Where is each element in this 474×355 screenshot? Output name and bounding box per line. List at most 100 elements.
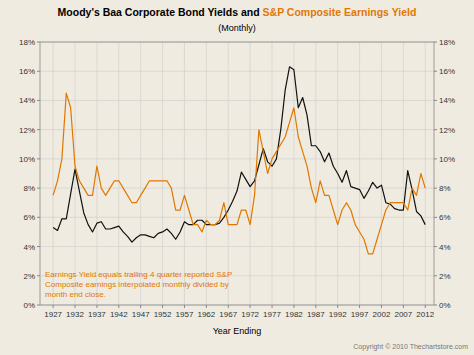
y-tick-label: 16% bbox=[19, 67, 35, 76]
y-tick bbox=[37, 129, 40, 130]
x-tick bbox=[359, 305, 360, 308]
x-tick bbox=[425, 305, 426, 308]
grid-line-x bbox=[96, 42, 97, 305]
copyright: Copyright © 2010 Thechartstore.com bbox=[353, 343, 468, 351]
x-tick bbox=[272, 305, 273, 308]
x-tick bbox=[337, 305, 338, 308]
grid-line-x bbox=[359, 42, 360, 305]
x-tick-label: 2002 bbox=[373, 310, 391, 319]
x-tick-label: 1987 bbox=[307, 310, 325, 319]
x-tick bbox=[184, 305, 185, 308]
grid-line-y bbox=[40, 158, 434, 159]
annotation-line: month end close. bbox=[45, 290, 106, 299]
annotation: Earnings Yield equals trailing 4 quarter… bbox=[45, 270, 232, 299]
grid-line-x bbox=[118, 42, 119, 305]
x-tick-label: 1982 bbox=[285, 310, 303, 319]
x-tick bbox=[162, 305, 163, 308]
grid-line-x bbox=[206, 42, 207, 305]
title-part: Moody's Baa Corporate Bond Yields and bbox=[58, 6, 263, 18]
grid bbox=[40, 42, 434, 305]
x-tick-label: 1992 bbox=[329, 310, 347, 319]
y-tick bbox=[37, 305, 40, 306]
y2-tick bbox=[434, 246, 437, 247]
x-tick bbox=[206, 305, 207, 308]
x-tick bbox=[118, 305, 119, 308]
y-tick-label: 0% bbox=[23, 301, 35, 310]
y-tick-label: 2% bbox=[23, 272, 35, 281]
grid-line-y bbox=[40, 129, 434, 130]
grid-line-x bbox=[403, 42, 404, 305]
x-tick bbox=[228, 305, 229, 308]
y2-tick bbox=[434, 217, 437, 218]
grid-line-y bbox=[40, 100, 434, 101]
x-axis-label: Year Ending bbox=[213, 326, 262, 336]
x-tick-label: 1947 bbox=[132, 310, 150, 319]
x-tick bbox=[315, 305, 316, 308]
axes: 1927193219371942194719521957196219671972… bbox=[19, 38, 455, 319]
x-tick bbox=[381, 305, 382, 308]
x-tick-label: 1977 bbox=[263, 310, 281, 319]
grid-line-x bbox=[272, 42, 273, 305]
grid-line-y bbox=[40, 217, 434, 218]
y-tick bbox=[37, 188, 40, 189]
y-tick bbox=[37, 275, 40, 276]
y2-tick bbox=[434, 188, 437, 189]
x-tick-label: 1937 bbox=[88, 310, 106, 319]
x-tick-label: 1952 bbox=[154, 310, 172, 319]
x-tick bbox=[53, 305, 54, 308]
y2-tick bbox=[434, 71, 437, 72]
y-tick bbox=[37, 71, 40, 72]
grid-line-y bbox=[40, 71, 434, 72]
y-tick bbox=[37, 42, 40, 43]
y-tick-label: 14% bbox=[19, 96, 35, 105]
x-tick-label: 1997 bbox=[351, 310, 369, 319]
y2-tick-label: 4% bbox=[439, 243, 451, 252]
annotation-line: Earnings Yield equals trailing 4 quarter… bbox=[45, 270, 232, 279]
y2-tick-label: 10% bbox=[439, 155, 455, 164]
x-tick-label: 1972 bbox=[241, 310, 259, 319]
x-tick bbox=[75, 305, 76, 308]
y-tick-label: 12% bbox=[19, 126, 35, 135]
x-tick-label: 1962 bbox=[197, 310, 215, 319]
y-tick-label: 10% bbox=[19, 155, 35, 164]
x-tick-label: 1967 bbox=[219, 310, 237, 319]
x-tick bbox=[250, 305, 251, 308]
grid-line-x bbox=[140, 42, 141, 305]
x-tick bbox=[293, 305, 294, 308]
y-tick-label: 6% bbox=[23, 213, 35, 222]
x-tick-label: 1957 bbox=[176, 310, 194, 319]
series-lines bbox=[53, 67, 425, 254]
plot-frame bbox=[40, 42, 434, 305]
y-tick bbox=[37, 246, 40, 247]
series-line bbox=[53, 93, 425, 254]
title-part: S&P Composite Earnings Yield bbox=[263, 6, 417, 18]
grid-line-x bbox=[184, 42, 185, 305]
chart: Moody's Baa Corporate Bond Yields and S&… bbox=[0, 0, 474, 355]
y2-tick bbox=[434, 275, 437, 276]
y2-tick-label: 6% bbox=[439, 213, 451, 222]
y-tick bbox=[37, 217, 40, 218]
grid-line-x bbox=[381, 42, 382, 305]
y-tick-label: 18% bbox=[19, 38, 35, 47]
y2-tick-label: 8% bbox=[439, 184, 451, 193]
y-tick bbox=[37, 158, 40, 159]
y-tick-label: 4% bbox=[23, 243, 35, 252]
grid-line-x bbox=[162, 42, 163, 305]
grid-line-x bbox=[228, 42, 229, 305]
y2-tick bbox=[434, 42, 437, 43]
x-tick-label: 2007 bbox=[394, 310, 412, 319]
grid-line-x bbox=[315, 42, 316, 305]
y2-tick-label: 18% bbox=[439, 38, 455, 47]
y2-tick-label: 16% bbox=[439, 67, 455, 76]
grid-line-x bbox=[53, 42, 54, 305]
x-tick bbox=[140, 305, 141, 308]
y2-tick-label: 14% bbox=[439, 96, 455, 105]
grid-line-x bbox=[425, 42, 426, 305]
grid-line-x bbox=[250, 42, 251, 305]
x-tick-label: 2012 bbox=[416, 310, 434, 319]
background bbox=[0, 0, 474, 355]
x-tick bbox=[96, 305, 97, 308]
subtitle: (Monthly) bbox=[218, 23, 256, 33]
y2-tick-label: 12% bbox=[439, 126, 455, 135]
x-tick-label: 1927 bbox=[44, 310, 62, 319]
